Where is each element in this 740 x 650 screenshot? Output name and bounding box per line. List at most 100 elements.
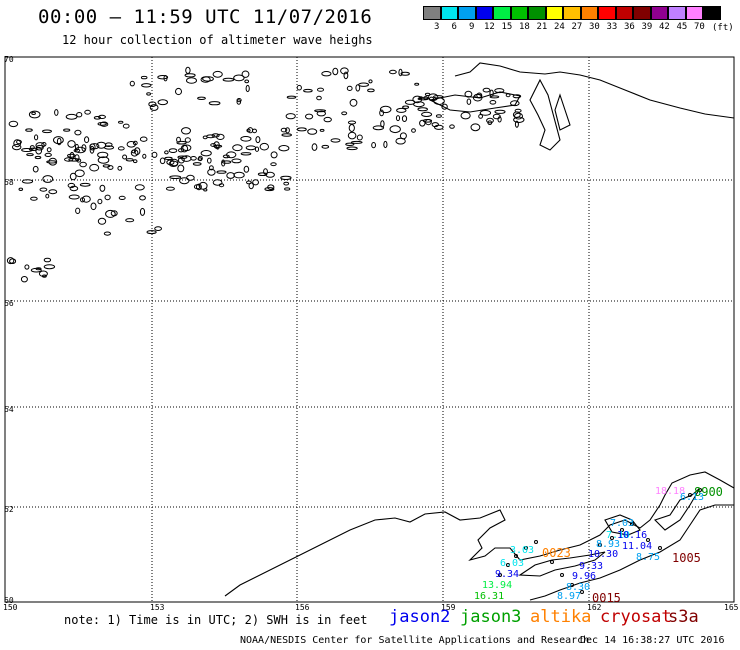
ice-floe bbox=[25, 128, 33, 132]
ice-floe bbox=[212, 70, 223, 78]
ice-floe bbox=[252, 128, 257, 134]
legend-swatch bbox=[440, 6, 458, 20]
ice-floe bbox=[168, 160, 179, 168]
ice-floe bbox=[244, 79, 250, 84]
ice-floe bbox=[146, 92, 152, 96]
legend-tick-label: 39 bbox=[641, 22, 653, 32]
render-date: Dec 14 16:38:27 UTC 2016 bbox=[580, 635, 725, 646]
ice-floe bbox=[99, 184, 106, 192]
wave-height-label: 8.97 bbox=[557, 591, 582, 602]
ice-floe bbox=[104, 194, 111, 201]
legend-tick-label: 36 bbox=[624, 22, 635, 32]
ice-floe bbox=[216, 170, 227, 174]
ice-floe bbox=[332, 67, 339, 76]
ice-floe bbox=[231, 158, 242, 164]
ice-floe bbox=[367, 88, 375, 93]
ice-floe bbox=[140, 75, 148, 80]
ice-floe bbox=[330, 138, 341, 143]
wave-height-label: 9.96 bbox=[572, 571, 597, 582]
ice-floe bbox=[314, 109, 327, 113]
ice-floe bbox=[240, 136, 252, 142]
ice-floe bbox=[89, 145, 95, 154]
ice-floe bbox=[30, 196, 38, 201]
legend-swatch bbox=[703, 6, 721, 20]
track-point bbox=[698, 488, 702, 492]
satellite-name: altika bbox=[530, 607, 592, 627]
ice-floe bbox=[284, 187, 291, 191]
wave-height-label: 9.33 bbox=[579, 561, 604, 572]
legend-swatch bbox=[685, 6, 703, 20]
track-point bbox=[498, 573, 502, 577]
legend-tick-label: 18 bbox=[519, 22, 530, 32]
ice-floe bbox=[125, 158, 134, 162]
track-point bbox=[506, 563, 510, 567]
ice-floe bbox=[185, 66, 191, 75]
legend-tick-label: 70 bbox=[694, 22, 705, 32]
ice-floe bbox=[202, 135, 208, 140]
ice-floe bbox=[54, 109, 59, 116]
longitude-label: 156 bbox=[295, 603, 310, 612]
ice-floe bbox=[28, 110, 41, 119]
ice-floe bbox=[118, 120, 124, 124]
ice-floe bbox=[311, 143, 318, 151]
ice-floe bbox=[286, 95, 297, 99]
ice-floe bbox=[103, 145, 115, 150]
ice-floe bbox=[245, 145, 257, 151]
ice-floe bbox=[159, 157, 166, 165]
wave-height-label: 9.34 bbox=[495, 569, 520, 580]
latitude-label: 70 bbox=[4, 55, 14, 64]
map-subtitle: 12 hour collection of altimeter wave hei… bbox=[62, 33, 373, 47]
ice-floe bbox=[245, 84, 250, 93]
map-title: 00:00 – 11:59 UTC 11/07/2016 bbox=[38, 6, 373, 28]
ice-floe bbox=[105, 209, 116, 218]
ice-floe bbox=[34, 134, 39, 141]
ice-floe bbox=[8, 120, 19, 128]
ice-floe bbox=[157, 75, 169, 80]
ice-floe bbox=[76, 112, 83, 118]
ice-floe bbox=[414, 82, 420, 86]
ice-floe bbox=[9, 258, 17, 265]
track-point bbox=[514, 554, 518, 558]
ice-floe bbox=[69, 172, 77, 181]
wave-height-label: 0023 bbox=[542, 546, 571, 560]
track-point bbox=[570, 583, 574, 587]
ice-floe bbox=[126, 141, 137, 148]
ice-floe bbox=[41, 142, 47, 147]
ice-floe bbox=[259, 142, 269, 151]
ice-floe bbox=[74, 154, 80, 161]
ice-floe bbox=[97, 156, 110, 164]
ice-floe bbox=[305, 113, 314, 120]
ice-floe bbox=[296, 127, 307, 132]
ice-floe bbox=[349, 98, 358, 107]
ice-floe bbox=[243, 165, 250, 173]
ice-floe bbox=[210, 143, 217, 147]
ice-floe bbox=[45, 193, 50, 199]
legend-tick-label: 9 bbox=[469, 22, 475, 32]
ice-floe bbox=[283, 181, 290, 186]
ice-floe bbox=[175, 87, 182, 96]
ice-floe bbox=[389, 125, 401, 134]
ice-floe bbox=[24, 264, 30, 270]
ice-floe bbox=[270, 151, 278, 159]
legend-swatch bbox=[493, 6, 511, 20]
ice-floe bbox=[176, 140, 187, 145]
ice-floe bbox=[164, 156, 173, 160]
legend-swatch bbox=[545, 6, 563, 20]
ice-floe bbox=[74, 146, 86, 154]
ice-floe bbox=[139, 195, 146, 201]
legend-tick-label: 3 bbox=[434, 22, 440, 32]
ice-floe bbox=[182, 144, 192, 152]
longitude-label: 165 bbox=[724, 603, 739, 612]
legend-swatch bbox=[563, 6, 581, 20]
ice-floe bbox=[303, 88, 313, 93]
ice-floe bbox=[89, 143, 100, 150]
ice-floe bbox=[341, 111, 348, 116]
coastline bbox=[224, 62, 735, 601]
latitude-label: 66 bbox=[4, 299, 14, 308]
ice-floe bbox=[26, 153, 34, 157]
plot-border bbox=[4, 56, 735, 603]
track-point bbox=[620, 528, 624, 532]
ice-floe bbox=[195, 183, 202, 191]
ice-floe bbox=[278, 145, 290, 152]
